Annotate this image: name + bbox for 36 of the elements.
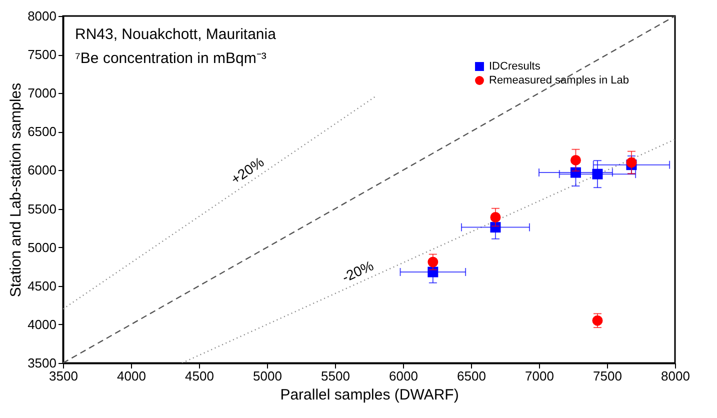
point <box>592 168 603 180</box>
point <box>592 315 603 326</box>
y-tick-label: 8000 <box>28 8 56 24</box>
point <box>626 157 637 168</box>
x-axis-title: Parallel samples (DWARF) <box>280 386 459 404</box>
x-tick-label: 7000 <box>525 368 554 384</box>
x-tick-label: 8000 <box>661 368 690 384</box>
x-tick-label: 4500 <box>185 368 214 384</box>
x-tick-label: 5000 <box>253 368 282 384</box>
point <box>490 222 501 233</box>
y-tick-label: 6000 <box>28 162 56 178</box>
y-tick-label: 5000 <box>28 240 56 255</box>
y-tick-label: 3500 <box>28 356 56 370</box>
x-tick-label: 7500 <box>593 368 622 384</box>
y-tick-label: 5500 <box>28 201 56 216</box>
legend-label: IDCresults <box>489 60 541 72</box>
point <box>428 266 438 278</box>
x-tick-label: 4000 <box>117 368 146 384</box>
x-tick-label: 5500 <box>321 368 350 384</box>
legend-label: Remeasured samples in Lab <box>489 74 630 86</box>
annotation: -20% <box>339 257 376 286</box>
text: ⁷Be concentration in mBqm⁻³ <box>75 50 266 67</box>
y-tick-label: 4500 <box>28 278 56 294</box>
x-tick-label: 6500 <box>457 368 486 384</box>
point <box>428 256 438 268</box>
y-axis-title: Station and Lab-station samples <box>8 82 25 298</box>
y-tick-label: 4000 <box>28 316 56 332</box>
y-tick-label: 7000 <box>28 86 56 101</box>
point <box>570 167 581 178</box>
x-tick-label: 3500 <box>49 368 78 384</box>
x-tick-label: 6000 <box>389 368 418 384</box>
y-tick-label: 7500 <box>28 47 56 62</box>
point <box>490 212 501 222</box>
point <box>570 154 581 166</box>
y-tick-label: 6500 <box>28 124 56 140</box>
text: RN43, Nouakchott, Mauritania <box>75 26 277 43</box>
